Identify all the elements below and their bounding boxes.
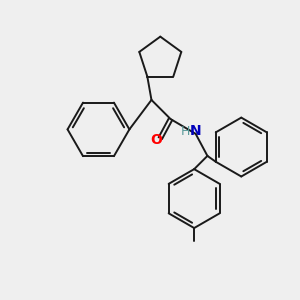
Text: H: H	[181, 125, 190, 138]
Text: N: N	[190, 124, 202, 138]
Text: O: O	[151, 133, 162, 147]
